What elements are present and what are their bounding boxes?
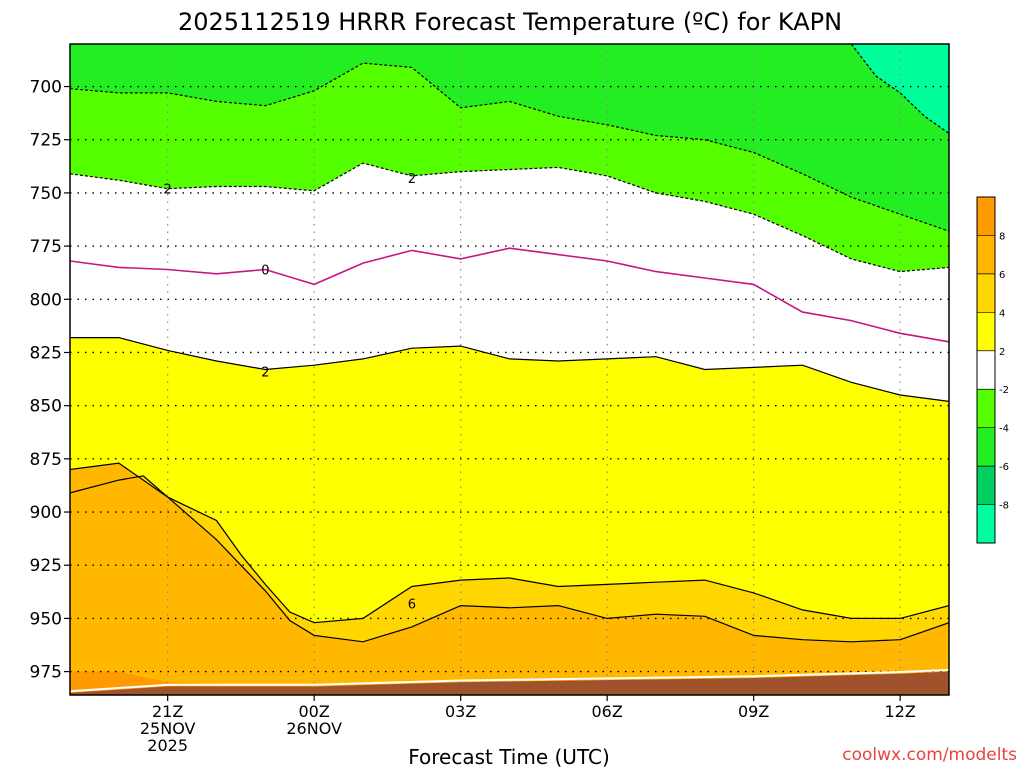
contour-label: 0 xyxy=(261,264,269,279)
contour-line-6 xyxy=(70,462,949,643)
colorbar-segment xyxy=(977,427,995,467)
terrain-fill xyxy=(70,671,949,695)
x-tick-label: 00Z xyxy=(299,702,330,721)
terrain-edge xyxy=(70,668,949,693)
x-tick-label: 09Z xyxy=(738,702,769,721)
x-axis-label: Forecast Time (UTC) xyxy=(408,745,610,768)
colorbar-segment xyxy=(977,235,995,274)
colorbar-segment xyxy=(977,312,995,351)
colorbar-segment xyxy=(977,466,995,505)
contour-lines xyxy=(70,44,949,643)
y-tick-label: 900 xyxy=(30,503,62,523)
band-fill-6 xyxy=(70,463,949,695)
colorbar-label: -8 xyxy=(999,501,1009,512)
contour-line-0 xyxy=(70,247,949,343)
x-tick-label: 25NOV xyxy=(140,719,196,738)
contour-line--6 xyxy=(850,44,949,134)
y-tick-label: 875 xyxy=(30,450,62,470)
band-fill--4 xyxy=(70,44,949,232)
colorbar-label: 4 xyxy=(999,308,1005,319)
colorbar-segment xyxy=(977,273,995,313)
terrain xyxy=(70,668,949,695)
contour-labels: 6 2 0 2 2 xyxy=(164,172,416,612)
y-tick-label: 800 xyxy=(30,290,62,310)
contour-line-2 xyxy=(70,337,949,402)
contour-line--4 xyxy=(70,62,949,232)
colorbar-label: 8 xyxy=(999,231,1005,242)
colorbar-label: 6 xyxy=(999,270,1005,281)
y-tick-label: 775 xyxy=(30,237,62,257)
y-tick-label: 975 xyxy=(30,663,62,683)
contour-label: 2 xyxy=(164,183,172,198)
x-tick-label: 03Z xyxy=(445,702,476,721)
colorbar-segment xyxy=(977,389,995,428)
x-tick-label: 2025 xyxy=(147,736,188,755)
colorbar-label: -6 xyxy=(999,462,1009,473)
x-tick-label: 06Z xyxy=(592,702,623,721)
plot-area: 6 2 0 2 2 xyxy=(70,44,949,695)
contour-line--2 xyxy=(70,162,949,273)
y-tick-label: 825 xyxy=(30,343,62,363)
chart-title: 2025112519 HRRR Forecast Temperature (ºC… xyxy=(178,8,842,36)
colorbar-label: -2 xyxy=(999,385,1009,396)
contour-label: 2 xyxy=(261,366,269,381)
y-tick-label: 750 xyxy=(30,184,62,204)
x-tick-label: 26NOV xyxy=(286,719,342,738)
colorbar: 8 6 4 2 -2 -4 -6 -8 xyxy=(976,196,1009,544)
contour-fills xyxy=(70,44,949,695)
y-tick-label: 725 xyxy=(30,131,62,151)
y-tick-label: 700 xyxy=(30,78,62,98)
colorbar-frame xyxy=(976,196,996,544)
y-tick-label: 925 xyxy=(30,556,62,576)
contour-line-4 xyxy=(70,475,949,624)
y-tick-label: 850 xyxy=(30,397,62,417)
colorbar-label: -4 xyxy=(999,424,1009,435)
credit-text: coolwx.com/modelts xyxy=(842,745,1017,765)
contour-label: 2 xyxy=(408,172,416,187)
y-tick-label: 950 xyxy=(30,609,62,629)
x-tick-label: 12Z xyxy=(885,702,916,721)
colorbar-segment xyxy=(977,350,995,390)
plot-frame xyxy=(69,43,950,696)
contour-label: 6 xyxy=(408,598,416,613)
colorbar-segment xyxy=(977,197,995,236)
x-tick-label: 21Z xyxy=(152,702,183,721)
band-fill--6 xyxy=(851,44,949,134)
y-axis: 700 725 750 775 800 825 850 875 900 925 950 975 xyxy=(30,78,70,683)
colorbar-segment xyxy=(977,504,995,543)
colorbar-label: 2 xyxy=(999,347,1005,358)
